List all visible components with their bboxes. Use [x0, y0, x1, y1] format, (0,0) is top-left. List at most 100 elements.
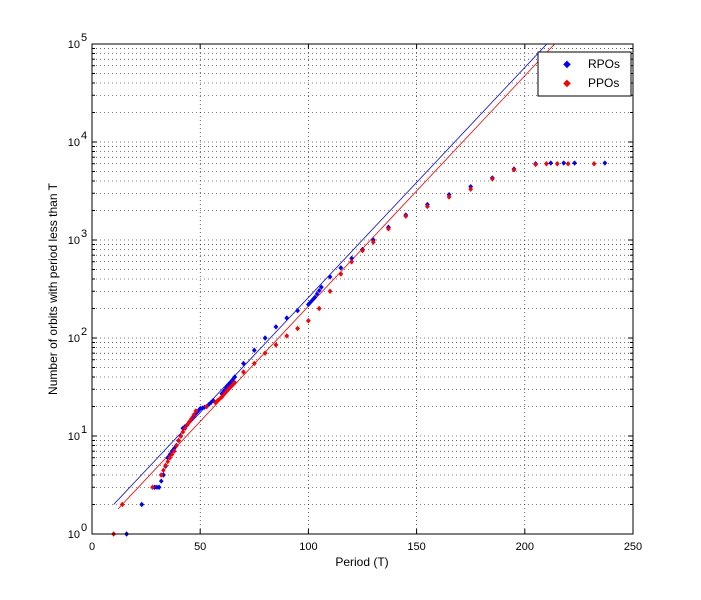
- data-point-ppos: [184, 422, 190, 428]
- grid: [92, 44, 633, 534]
- data-point-rpos: [156, 484, 162, 490]
- data-point-rpos: [252, 347, 257, 353]
- data-point-ppos: [215, 398, 220, 404]
- data-point-rpos: [206, 401, 212, 408]
- data-point-ppos: [241, 369, 246, 375]
- plot-area: [92, 44, 633, 534]
- data-point-ppos: [219, 394, 225, 400]
- data-point-ppos: [533, 161, 538, 168]
- data-point-rpos: [226, 382, 231, 388]
- data-point-ppos: [490, 176, 495, 182]
- data-point-rpos: [197, 406, 203, 412]
- y-tick-label-exponent: 4: [81, 130, 87, 142]
- data-point-ppos: [165, 459, 171, 465]
- legend-marker-rpos: ◆: [563, 59, 571, 70]
- data-point-ppos: [232, 380, 238, 386]
- legend-label-rpos: RPOs: [588, 57, 620, 71]
- y-tick-label-exponent: 3: [81, 228, 87, 240]
- data-point-ppos: [262, 350, 268, 356]
- data-point-rpos: [561, 160, 567, 166]
- data-point-ppos: [446, 194, 452, 200]
- x-tick-label: 250: [624, 541, 642, 553]
- x-tick-label: 50: [194, 541, 206, 553]
- data-point-rpos: [572, 160, 577, 166]
- data-point-rpos: [200, 405, 205, 411]
- x-axis-label: Period (T): [335, 555, 388, 569]
- data-point-rpos: [208, 399, 214, 406]
- y-tick-label-base: 10: [68, 235, 80, 247]
- data-point-ppos: [204, 403, 209, 410]
- y-tick-label: 105: [68, 32, 87, 51]
- y-tick-label-base: 10: [68, 137, 80, 149]
- data-point-ppos: [565, 161, 571, 167]
- data-point-ppos: [223, 389, 229, 395]
- data-point-ppos: [161, 467, 166, 473]
- data-point-rpos: [306, 301, 311, 308]
- data-point-ppos: [174, 443, 179, 449]
- x-tick-label: 200: [516, 541, 534, 553]
- data-point-rpos: [338, 265, 344, 271]
- legend-box: [537, 51, 632, 97]
- y-tick-label-base: 10: [68, 39, 80, 51]
- data-point-ppos: [169, 451, 175, 458]
- data-point-rpos: [312, 294, 318, 300]
- data-point-ppos: [176, 437, 181, 444]
- data-point-ppos: [425, 203, 430, 210]
- data-point-ppos: [295, 325, 300, 332]
- data-point-ppos: [163, 462, 168, 469]
- legend-marker-ppos: ◆: [563, 78, 571, 89]
- data-point-rpos: [602, 160, 608, 166]
- y-tick-label: 101: [68, 424, 87, 443]
- legend-item-rpos: ◆ RPOs: [563, 57, 620, 71]
- data-point-rpos: [241, 360, 246, 367]
- ticks: [91, 43, 634, 535]
- x-tick-labels: 0 50 100 150 200 250: [89, 541, 642, 553]
- data-point-rpos: [319, 284, 324, 290]
- data-point-ppos: [193, 408, 199, 414]
- data-point-ppos: [150, 484, 155, 490]
- legend-label-ppos: PPOs: [588, 76, 619, 90]
- data-point-ppos: [189, 416, 194, 422]
- y-tick-label-exponent: 2: [81, 326, 87, 338]
- data-point-rpos: [262, 335, 268, 341]
- plot-frame: [91, 43, 634, 535]
- data-point-ppos: [191, 412, 197, 418]
- y-tick-label: 100: [68, 522, 87, 541]
- data-point-rpos: [219, 391, 225, 397]
- data-point-ppos: [187, 419, 192, 425]
- data-point-rpos: [273, 324, 279, 330]
- y-tick-label-base: 10: [68, 333, 80, 345]
- data-point-ppos: [338, 271, 344, 277]
- data-point-rpos: [316, 287, 322, 294]
- data-point-rpos: [284, 315, 290, 321]
- data-point-rpos: [202, 404, 207, 410]
- data-point-rpos: [310, 297, 316, 303]
- data-point-ppos: [171, 448, 177, 454]
- legend-item-ppos: ◆ PPOs: [563, 76, 619, 90]
- data-point-rpos: [308, 299, 313, 305]
- y-tick-label-base: 10: [68, 529, 80, 541]
- x-tick-label: 100: [299, 541, 317, 553]
- data-point-ppos: [316, 305, 322, 312]
- data-point-ppos: [167, 455, 173, 461]
- data-point-ppos: [360, 247, 365, 254]
- data-point-ppos: [182, 425, 188, 431]
- data-point-rpos: [314, 291, 320, 297]
- data-point-ppos: [178, 433, 184, 439]
- data-point-ppos: [468, 186, 473, 192]
- data-point-rpos: [327, 274, 333, 280]
- data-point-rpos: [210, 397, 216, 404]
- y-tick-label: 104: [68, 130, 87, 149]
- data-point-ppos: [230, 382, 235, 388]
- series-ppos: [111, 161, 597, 537]
- data-point-ppos: [544, 161, 549, 167]
- data-point-rpos: [139, 501, 145, 508]
- data-point-ppos: [158, 472, 164, 478]
- data-point-ppos: [403, 213, 409, 219]
- fit-line-ppos: [117, 44, 556, 510]
- y-tick-label-exponent: 5: [81, 32, 87, 44]
- x-tick-label: 150: [407, 541, 425, 553]
- y-tick-label-exponent: 1: [81, 424, 87, 436]
- data-point-ppos: [386, 226, 391, 232]
